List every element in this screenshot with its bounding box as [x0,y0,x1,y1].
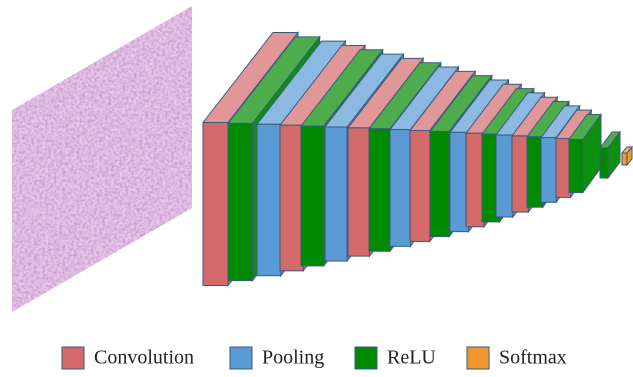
layer-front [512,136,528,212]
layer-front [541,138,556,203]
layer-front [527,137,543,207]
cnn-diagram: Convolution Pooling ReLU Softmax [0,0,633,377]
layer-front [410,131,430,242]
layer-front [348,128,370,256]
layer [622,147,632,165]
layer-front [301,126,324,266]
legend-swatch [467,347,489,369]
layer-front [280,125,303,271]
layer-front [325,127,347,261]
layer-front [466,133,484,227]
layer-front [600,148,608,178]
legend-label: Pooling [262,347,324,369]
layer-front [257,124,281,275]
legend-swatch [355,347,377,369]
legend: Convolution Pooling ReLU Softmax [62,347,567,369]
layer-front [228,123,252,280]
histology-image [12,6,192,312]
layer-front [569,140,583,193]
legend-swatch [230,347,252,369]
layer [600,132,620,178]
legend-label: ReLU [387,347,436,369]
layer-front [622,153,627,165]
legend-label: Convolution [94,347,194,369]
layer-front [556,139,571,198]
legend-swatch [62,347,84,369]
layer-front [369,129,390,251]
layer-front [390,130,410,247]
legend-label: Softmax [499,347,567,369]
layer-front [430,131,449,236]
layer-front [203,123,228,286]
network-layers [203,33,632,286]
layer-front [496,135,513,217]
